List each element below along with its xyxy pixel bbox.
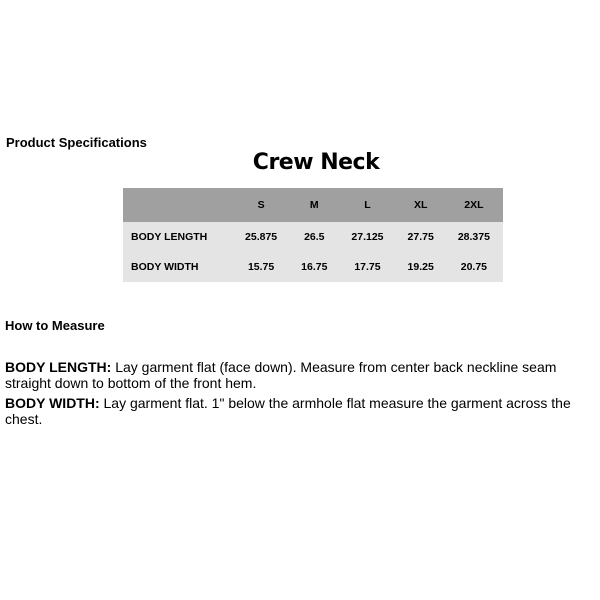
table-cell: 17.75 bbox=[338, 252, 397, 282]
instruction-term: BODY WIDTH: bbox=[5, 395, 100, 411]
table-cell: 26.5 bbox=[290, 222, 339, 252]
table-cell: 16.75 bbox=[290, 252, 339, 282]
instruction-text: Lay garment flat (face down). Measure fr… bbox=[5, 359, 557, 391]
header-cell bbox=[123, 188, 232, 222]
table-cell: 27.75 bbox=[396, 222, 445, 252]
header-cell: XL bbox=[396, 188, 445, 222]
table-cell: 25.875 bbox=[232, 222, 291, 252]
instruction-body-width: BODY WIDTH: Lay garment flat. 1" below t… bbox=[5, 395, 600, 427]
table-cell: 28.375 bbox=[444, 222, 503, 252]
header-cell: L bbox=[338, 188, 397, 222]
size-chart-table: S M L XL 2XL BODY LENGTH 25.875 26.5 27.… bbox=[123, 188, 503, 282]
table-header-row: S M L XL 2XL bbox=[123, 188, 503, 222]
size-chart-title: Crew Neck bbox=[252, 150, 380, 175]
row-label: BODY WIDTH bbox=[123, 252, 232, 282]
table-row: BODY WIDTH 15.75 16.75 17.75 19.25 20.75 bbox=[123, 252, 503, 282]
table-cell: 20.75 bbox=[444, 252, 503, 282]
header-cell: 2XL bbox=[444, 188, 503, 222]
row-label: BODY LENGTH bbox=[123, 222, 232, 252]
table-cell: 15.75 bbox=[232, 252, 291, 282]
table-cell: 27.125 bbox=[338, 222, 397, 252]
section-title-product-specifications: Product Specifications bbox=[6, 135, 147, 150]
header-cell: M bbox=[290, 188, 339, 222]
header-cell: S bbox=[232, 188, 291, 222]
instruction-term: BODY LENGTH: bbox=[5, 359, 112, 375]
instruction-text: Lay garment flat. 1" below the armhole f… bbox=[5, 395, 571, 427]
table-cell: 19.25 bbox=[396, 252, 445, 282]
instruction-body-length: BODY LENGTH: Lay garment flat (face down… bbox=[5, 359, 600, 391]
section-title-how-to-measure: How to Measure bbox=[5, 318, 105, 333]
table-row: BODY LENGTH 25.875 26.5 27.125 27.75 28.… bbox=[123, 222, 503, 252]
